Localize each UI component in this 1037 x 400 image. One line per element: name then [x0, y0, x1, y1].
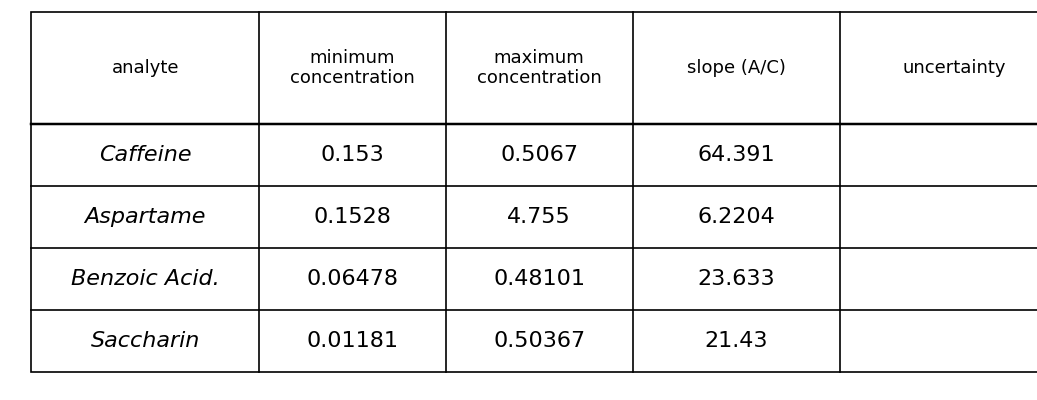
Text: analyte: analyte [111, 59, 179, 77]
Text: Caffeine: Caffeine [99, 145, 192, 165]
Text: 21.43: 21.43 [704, 331, 768, 351]
Text: 64.391: 64.391 [698, 145, 775, 165]
Text: uncertainty: uncertainty [902, 59, 1006, 77]
Text: 0.1528: 0.1528 [313, 207, 392, 227]
Text: 0.01181: 0.01181 [307, 331, 398, 351]
Text: 6.2204: 6.2204 [698, 207, 775, 227]
Text: minimum
concentration: minimum concentration [290, 49, 415, 87]
Text: maximum
concentration: maximum concentration [477, 49, 601, 87]
Text: Saccharin: Saccharin [90, 331, 200, 351]
Text: Aspartame: Aspartame [84, 207, 206, 227]
Text: 0.06478: 0.06478 [307, 269, 398, 289]
Text: 0.5067: 0.5067 [500, 145, 579, 165]
Text: 0.153: 0.153 [320, 145, 385, 165]
Text: 0.48101: 0.48101 [494, 269, 585, 289]
Text: 23.633: 23.633 [698, 269, 775, 289]
Text: 4.755: 4.755 [507, 207, 571, 227]
Text: slope (A/C): slope (A/C) [686, 59, 786, 77]
Text: Benzoic Acid.: Benzoic Acid. [71, 269, 220, 289]
Text: 0.50367: 0.50367 [494, 331, 585, 351]
